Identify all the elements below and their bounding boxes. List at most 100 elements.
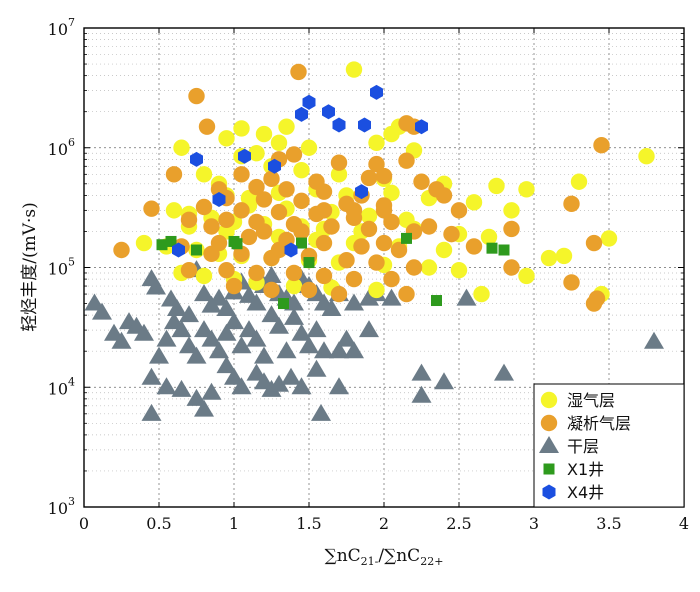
data-point — [375, 202, 393, 219]
y-tick-base: 10 — [48, 260, 68, 279]
data-point — [563, 274, 580, 291]
y-tick-exponent: 5 — [68, 256, 75, 269]
data-point — [293, 192, 310, 210]
data-point — [434, 372, 454, 390]
data-point — [593, 137, 610, 154]
data-point — [302, 94, 316, 110]
y-tick-base: 10 — [48, 20, 68, 39]
data-point — [180, 211, 198, 229]
data-point — [383, 125, 400, 143]
series-2-points — [84, 260, 664, 421]
data-point — [411, 385, 432, 403]
data-point — [269, 316, 289, 334]
data-point — [498, 244, 510, 256]
legend-marker — [542, 484, 556, 500]
data-point — [270, 134, 288, 151]
data-point — [171, 379, 192, 397]
data-point — [435, 187, 453, 204]
data-point — [381, 288, 402, 306]
data-point — [585, 234, 603, 252]
data-point — [149, 346, 169, 364]
data-point — [195, 166, 213, 183]
x-tick-label: 3.5 — [596, 514, 621, 533]
data-point — [494, 363, 514, 381]
data-point — [323, 218, 340, 235]
data-point — [585, 295, 603, 312]
data-point — [194, 399, 214, 417]
data-point — [431, 295, 442, 307]
data-point — [368, 254, 385, 271]
y-tick-label: 106 — [48, 136, 75, 159]
data-point — [141, 403, 162, 421]
data-point — [233, 202, 250, 219]
data-points — [84, 61, 664, 421]
data-point — [329, 341, 349, 359]
data-point — [111, 331, 132, 349]
data-point — [238, 148, 251, 164]
data-point — [345, 61, 363, 78]
data-point — [390, 241, 408, 259]
data-point — [503, 202, 520, 219]
data-point — [203, 218, 220, 235]
x-tick-label: 0.5 — [146, 514, 171, 533]
x-axis-title: ∑nC21-/∑nC22+ — [325, 546, 444, 568]
data-point — [314, 341, 334, 359]
legend-label: 干层 — [567, 437, 599, 456]
data-point — [255, 191, 273, 208]
data-point — [291, 323, 312, 341]
data-point — [540, 249, 558, 267]
y-tick-exponent: 6 — [68, 136, 75, 149]
y-tick-exponent: 3 — [68, 495, 75, 508]
data-point — [180, 261, 198, 279]
x-tick-label: 1 — [229, 514, 239, 533]
data-point — [254, 346, 274, 364]
data-point — [420, 259, 438, 276]
data-point — [201, 329, 222, 347]
y-axis-title: 轻烃丰度/(mV·s) — [20, 202, 40, 332]
data-point — [360, 220, 378, 238]
data-point — [209, 288, 229, 306]
data-point — [270, 203, 288, 221]
data-point — [375, 234, 393, 252]
data-point — [194, 320, 214, 338]
data-point — [224, 312, 244, 330]
data-point — [450, 202, 468, 219]
data-point — [383, 184, 400, 202]
data-point — [368, 281, 385, 299]
data-point — [263, 170, 280, 188]
data-point — [186, 346, 207, 364]
data-point — [171, 320, 192, 338]
x-tick-label: 1.5 — [296, 514, 321, 533]
x-axis-title-sub-1: 21- — [361, 555, 379, 568]
data-point — [84, 293, 105, 311]
data-point — [291, 377, 312, 395]
data-point — [248, 264, 265, 282]
legend-marker — [540, 391, 558, 409]
data-point — [413, 173, 430, 190]
data-point — [336, 329, 357, 347]
data-point — [293, 161, 310, 179]
data-point — [353, 238, 370, 255]
data-point — [156, 377, 177, 395]
data-point — [203, 245, 220, 263]
data-point — [239, 320, 259, 338]
data-point — [338, 252, 355, 269]
legend-label: 凝析气层 — [567, 414, 631, 433]
series-4-points — [172, 84, 428, 258]
data-point — [435, 241, 453, 259]
data-point — [306, 320, 327, 338]
data-point — [195, 198, 213, 216]
data-point — [233, 166, 250, 183]
data-point — [345, 270, 363, 288]
data-point — [306, 359, 327, 377]
data-point — [345, 202, 363, 219]
data-point — [330, 285, 348, 303]
legend-box — [533, 383, 685, 508]
legend-marker — [543, 463, 555, 475]
data-point — [473, 285, 490, 303]
data-point — [315, 202, 333, 219]
x-axis-title-part-1: ∑nC — [325, 546, 361, 566]
data-point — [179, 336, 199, 354]
